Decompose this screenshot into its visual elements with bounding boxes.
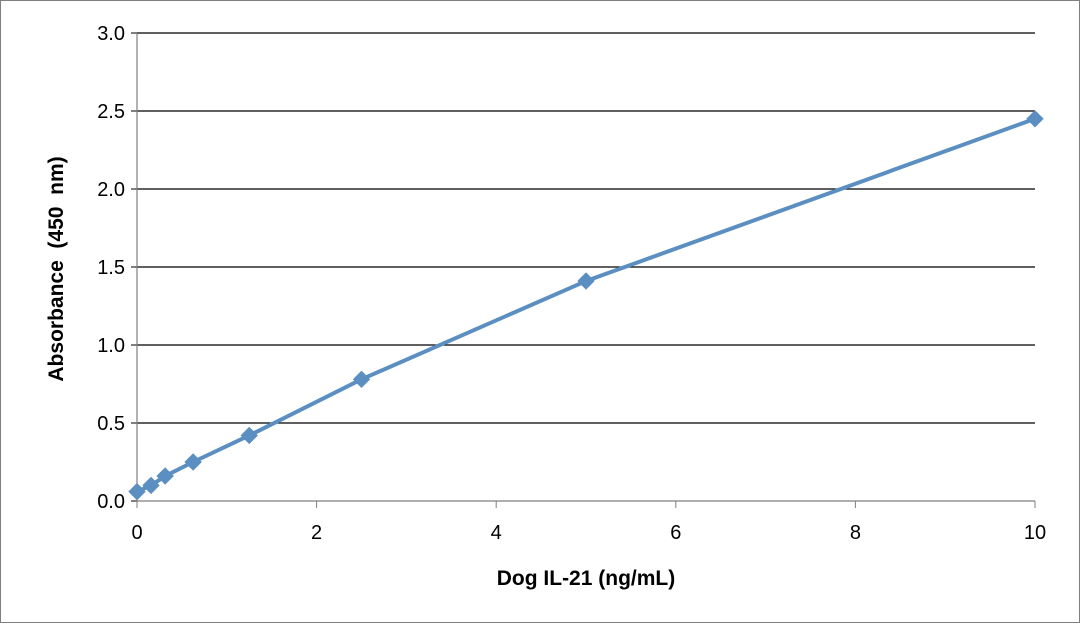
x-tick-label: 6 [670, 522, 681, 544]
data-point-marker [142, 476, 160, 495]
data-point-marker [240, 426, 258, 445]
x-tick-label: 0 [131, 522, 142, 544]
y-tick-label: 1.5 [97, 257, 125, 279]
data-point-marker [577, 272, 595, 290]
series-line [135, 116, 1037, 494]
y-tick-label: 1.0 [97, 335, 125, 357]
x-tick-label: 4 [491, 522, 502, 544]
y-tick-labels: 0.0 0.5 1.0 1.5 2.0 2.5 3.0 [97, 23, 125, 513]
y-tick-label: 2.5 [97, 101, 125, 123]
data-point-marker [352, 370, 371, 389]
data-point-marker [1026, 110, 1044, 128]
x-tick-label: 10 [1024, 522, 1046, 544]
grid-lines [137, 32, 1035, 424]
y-tick-label: 0.0 [97, 491, 125, 513]
data-point-marker [184, 453, 202, 471]
y-tick-label: 0.5 [97, 413, 125, 435]
y-tick-label: 2.0 [97, 179, 125, 201]
data-series [128, 110, 1044, 501]
x-tick-labels: 0 2 4 6 8 10 [131, 522, 1046, 544]
x-axis-title: Dog IL-21 (ng/mL) [497, 567, 675, 590]
data-point-marker [128, 482, 146, 501]
data-point-marker [156, 467, 174, 485]
x-tick-label: 8 [850, 522, 861, 544]
axes [131, 32, 1036, 508]
y-tick-label: 3.0 [97, 23, 125, 45]
x-tick-label: 2 [311, 522, 322, 544]
y-axis-title: Absorbance (450 nm) [45, 156, 68, 381]
